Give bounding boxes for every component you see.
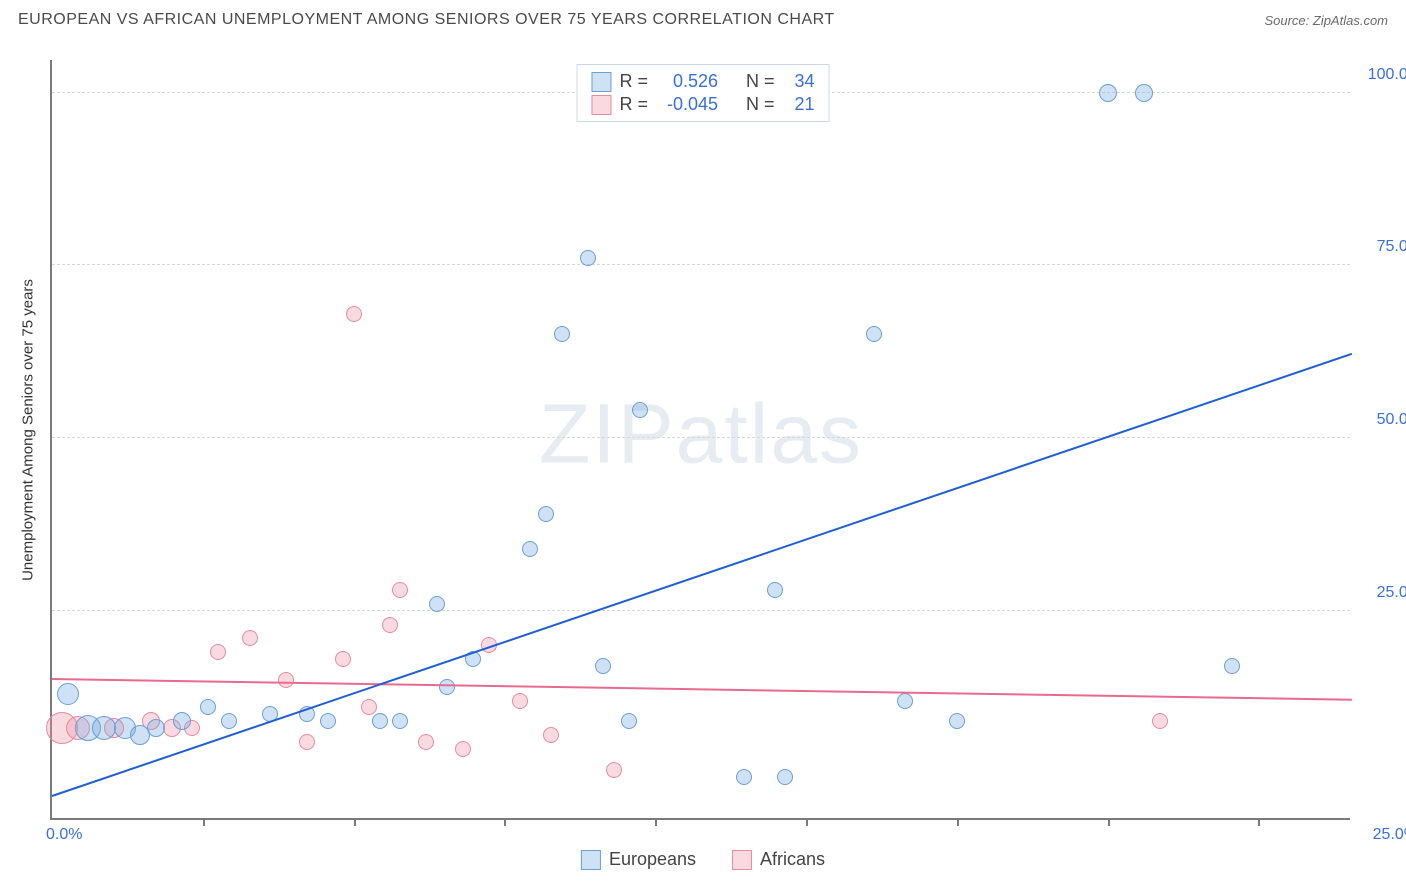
- r-value-europeans: 0.526: [656, 71, 718, 92]
- gridline: [52, 610, 1350, 611]
- x-origin-label: 0.0%: [46, 826, 82, 844]
- x-tick: [203, 818, 205, 826]
- scatter-point-european: [439, 679, 455, 695]
- scatter-point-african: [346, 306, 362, 322]
- scatter-point-european: [147, 719, 165, 737]
- gridline: [52, 437, 1350, 438]
- chart-title: EUROPEAN VS AFRICAN UNEMPLOYMENT AMONG S…: [18, 11, 835, 29]
- legend-label-africans: Africans: [760, 849, 825, 870]
- scatter-point-european: [173, 712, 191, 730]
- scatter-point-european: [200, 699, 216, 715]
- scatter-point-european: [736, 769, 752, 785]
- gridline: [52, 264, 1350, 265]
- scatter-point-european: [866, 326, 882, 342]
- x-tick: [957, 818, 959, 826]
- scatter-point-african: [242, 630, 258, 646]
- scatter-point-european: [92, 716, 116, 740]
- scatter-point-european: [1135, 84, 1153, 102]
- n-label: N =: [746, 71, 775, 92]
- watermark-bold: ZIP: [539, 387, 676, 481]
- scatter-point-african: [1152, 713, 1168, 729]
- r-value-africans: -0.045: [656, 94, 718, 115]
- scatter-point-european: [1099, 84, 1117, 102]
- scatter-point-african: [382, 617, 398, 633]
- stats-row-africans: R = -0.045 N = 21: [591, 94, 814, 115]
- regression-line-european: [52, 353, 1353, 797]
- correlation-stats-box: R = 0.526 N = 34 R = -0.045 N = 21: [576, 64, 829, 122]
- r-label: R =: [619, 94, 648, 115]
- x-tick: [504, 818, 506, 826]
- x-tick: [806, 818, 808, 826]
- stats-row-europeans: R = 0.526 N = 34: [591, 71, 814, 92]
- x-max-label: 25.0%: [1373, 826, 1406, 844]
- y-tick-label: 100.0%: [1368, 66, 1406, 84]
- watermark-rest: atlas: [676, 387, 863, 481]
- scatter-point-european: [320, 713, 336, 729]
- scatter-point-african: [278, 672, 294, 688]
- scatter-point-european: [777, 769, 793, 785]
- scatter-point-african: [392, 582, 408, 598]
- y-axis-label: Unemployment Among Seniors over 75 years: [20, 279, 37, 581]
- scatter-plot-area: ZIPatlas 100.0%75.0%50.0%25.0% 0.0% 25.0…: [50, 60, 1350, 820]
- legend-item-europeans: Europeans: [581, 849, 696, 870]
- scatter-point-european: [897, 693, 913, 709]
- scatter-point-african: [606, 762, 622, 778]
- scatter-point-european: [1224, 658, 1240, 674]
- legend-label-europeans: Europeans: [609, 849, 696, 870]
- scatter-point-african: [210, 644, 226, 660]
- source-attribution: Source: ZipAtlas.com: [1264, 13, 1388, 28]
- y-tick-label: 50.0%: [1377, 411, 1406, 429]
- swatch-europeans: [591, 72, 611, 92]
- scatter-point-african: [543, 727, 559, 743]
- x-tick: [354, 818, 356, 826]
- legend: Europeans Africans: [581, 849, 825, 870]
- y-tick-label: 25.0%: [1377, 584, 1406, 602]
- scatter-point-european: [949, 713, 965, 729]
- x-tick: [1258, 818, 1260, 826]
- chart-header: EUROPEAN VS AFRICAN UNEMPLOYMENT AMONG S…: [0, 0, 1406, 40]
- n-value-africans: 21: [783, 94, 815, 115]
- scatter-point-european: [538, 506, 554, 522]
- scatter-point-european: [57, 683, 79, 705]
- scatter-point-african: [361, 699, 377, 715]
- scatter-point-african: [418, 734, 434, 750]
- scatter-point-african: [335, 651, 351, 667]
- legend-item-africans: Africans: [732, 849, 825, 870]
- scatter-point-african: [455, 741, 471, 757]
- x-tick: [655, 818, 657, 826]
- x-tick: [1108, 818, 1110, 826]
- scatter-point-european: [632, 402, 648, 418]
- scatter-point-african: [299, 734, 315, 750]
- scatter-point-european: [595, 658, 611, 674]
- scatter-point-european: [554, 326, 570, 342]
- scatter-point-european: [221, 713, 237, 729]
- r-label: R =: [619, 71, 648, 92]
- watermark: ZIPatlas: [539, 386, 863, 483]
- scatter-point-european: [429, 596, 445, 612]
- regression-line-african: [52, 678, 1352, 701]
- n-label: N =: [746, 94, 775, 115]
- scatter-point-european: [522, 541, 538, 557]
- n-value-europeans: 34: [783, 71, 815, 92]
- y-tick-label: 75.0%: [1377, 238, 1406, 256]
- swatch-europeans: [581, 850, 601, 870]
- scatter-point-european: [580, 250, 596, 266]
- scatter-point-african: [512, 693, 528, 709]
- swatch-africans: [591, 95, 611, 115]
- swatch-africans: [732, 850, 752, 870]
- scatter-point-european: [767, 582, 783, 598]
- scatter-point-european: [392, 713, 408, 729]
- scatter-point-european: [372, 713, 388, 729]
- scatter-point-european: [621, 713, 637, 729]
